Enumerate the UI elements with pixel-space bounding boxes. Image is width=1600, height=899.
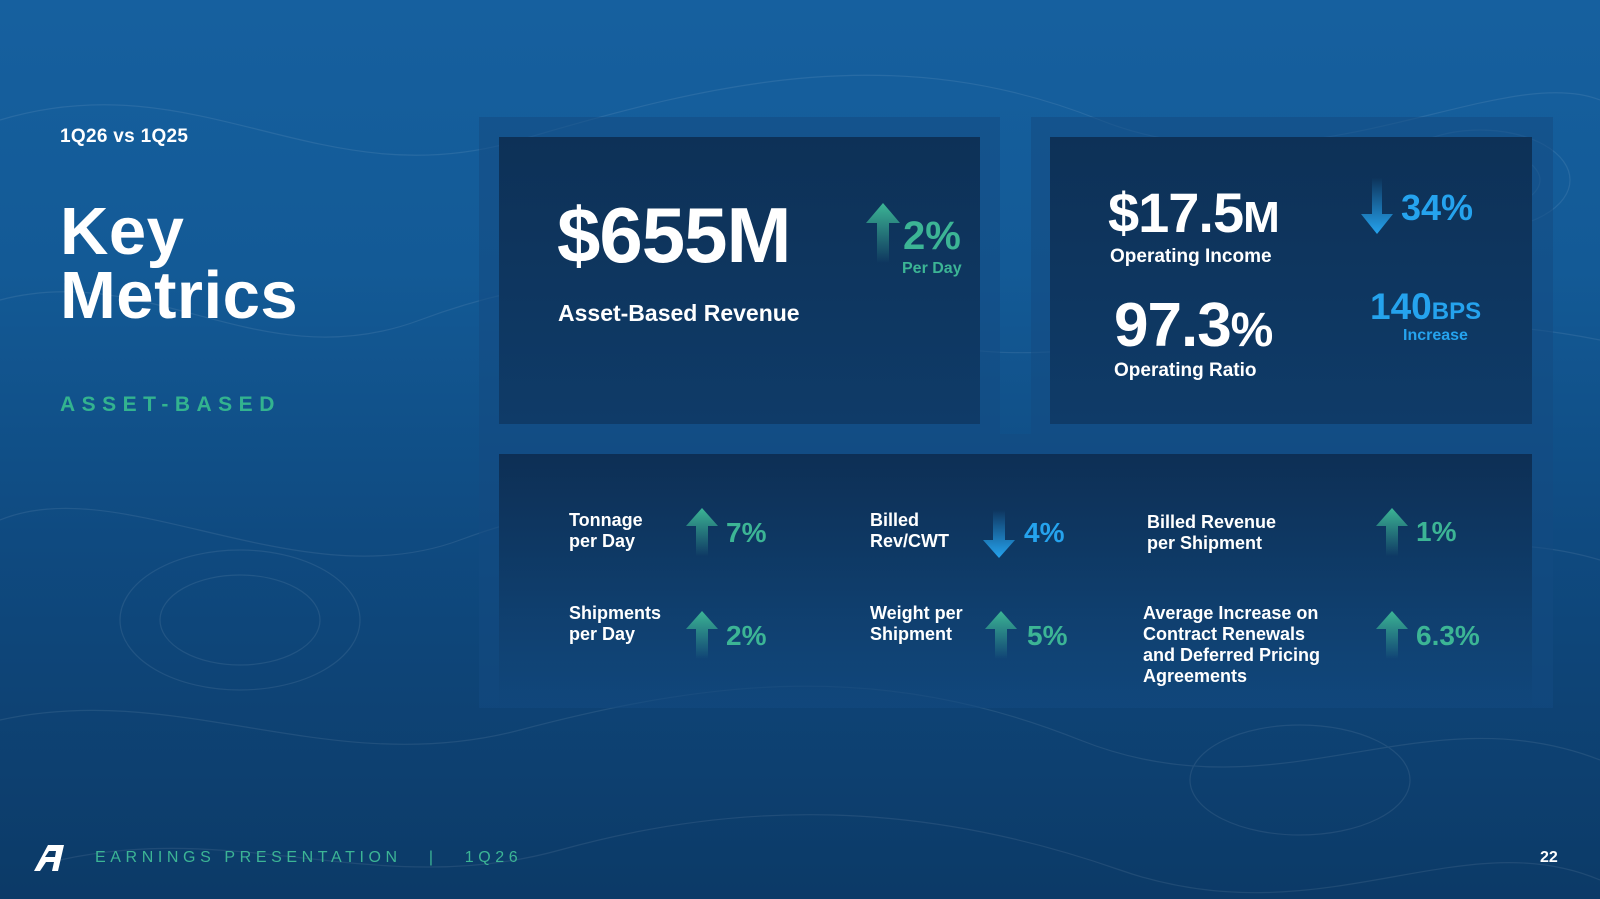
label-line: Tonnage xyxy=(569,510,643,530)
label-line: and Deferred Pricing xyxy=(1143,645,1321,665)
arrow-down-icon xyxy=(1361,178,1393,234)
metrics-card xyxy=(499,454,1532,708)
metric-tonnage-label: Tonnage per Day xyxy=(569,510,643,552)
label-line: Rev/CWT xyxy=(870,531,950,551)
label-line: per Shipment xyxy=(1147,533,1263,553)
arrow-up-icon xyxy=(686,508,718,556)
metric-billed-rev-cwt-value: 4% xyxy=(1024,517,1065,548)
page-number: 22 xyxy=(1540,849,1558,866)
operating-ratio-unit: % xyxy=(1230,304,1274,357)
revenue-change-note: Per Day xyxy=(902,260,962,277)
label-line: Shipments xyxy=(569,603,662,623)
bps-value: 140BPS xyxy=(1370,286,1481,328)
label-line: Billed xyxy=(870,510,920,530)
arrow-down-icon xyxy=(983,510,1015,558)
operating-income-label: Operating Income xyxy=(1110,246,1272,267)
label-line: per Day xyxy=(569,531,636,551)
operating-income-change: 34% xyxy=(1401,187,1474,228)
metric-tonnage-value: 7% xyxy=(726,517,767,548)
label-line: Agreements xyxy=(1143,666,1248,686)
label-line: per Day xyxy=(569,624,636,644)
arrow-up-icon xyxy=(686,611,718,659)
operating-ratio-value: 97.3% xyxy=(1114,290,1274,361)
metric-contract-renewals-label: Average Increase on Contract Renewals an… xyxy=(1143,603,1320,687)
metric-billed-rev-cwt-label: Billed Rev/CWT xyxy=(870,510,949,552)
label-line: Weight per xyxy=(870,603,963,623)
metric-billed-revenue-value: 1% xyxy=(1416,516,1457,547)
revenue-card xyxy=(499,137,980,424)
operating-income-value: $17.5M xyxy=(1108,180,1280,245)
section-label: ASSET-BASED xyxy=(60,393,281,416)
arrow-up-icon xyxy=(1376,508,1408,556)
arrow-up-icon xyxy=(866,203,900,263)
bps-unit: BPS xyxy=(1431,298,1482,325)
operating-income-unit: M xyxy=(1243,193,1280,242)
label-line: Average Increase on xyxy=(1143,603,1319,623)
footer-presentation-label: EARNINGS PRESENTATION | 1Q26 xyxy=(95,849,523,866)
metric-billed-revenue-label: Billed Revenue per Shipment xyxy=(1147,512,1276,554)
page-title: Key Metrics xyxy=(60,194,299,333)
operating-ratio-amount: 97.3 xyxy=(1114,291,1232,360)
metric-weight-value: 5% xyxy=(1027,620,1068,651)
metric-shipments-value: 2% xyxy=(726,620,767,651)
metric-contract-renewals-value: 6.3% xyxy=(1416,620,1480,651)
company-logo-icon xyxy=(34,845,64,871)
label-line: Shipment xyxy=(870,624,953,644)
revenue-label: Asset-Based Revenue xyxy=(558,300,800,326)
label-line: Contract Renewals xyxy=(1143,624,1306,644)
revenue-change: 2% xyxy=(903,214,961,258)
label-line: Billed Revenue xyxy=(1147,512,1277,532)
comparison-period: 1Q26 vs 1Q25 xyxy=(60,126,189,147)
title-line-2: Metrics xyxy=(60,258,299,333)
operating-ratio-label: Operating Ratio xyxy=(1114,360,1257,381)
title-line-1: Key xyxy=(60,194,185,269)
revenue-value: $655M xyxy=(557,191,791,279)
metric-weight-label: Weight per Shipment xyxy=(870,603,963,645)
bps-number: 140 xyxy=(1370,286,1432,327)
metric-shipments-label: Shipments per Day xyxy=(569,603,661,645)
income-card xyxy=(1050,137,1532,424)
arrow-up-icon xyxy=(1376,611,1408,659)
operating-income-amount: $17.5 xyxy=(1108,181,1244,244)
bps-note: Increase xyxy=(1403,327,1468,344)
arrow-up-icon xyxy=(985,611,1017,659)
